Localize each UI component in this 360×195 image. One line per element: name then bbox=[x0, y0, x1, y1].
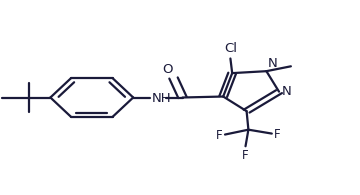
Text: O: O bbox=[162, 63, 172, 76]
Text: F: F bbox=[242, 149, 249, 162]
Text: F: F bbox=[216, 129, 222, 142]
Text: Cl: Cl bbox=[224, 42, 237, 55]
Text: N: N bbox=[282, 85, 292, 98]
Text: NH: NH bbox=[152, 92, 172, 105]
Text: F: F bbox=[274, 128, 280, 141]
Text: N: N bbox=[268, 57, 278, 70]
